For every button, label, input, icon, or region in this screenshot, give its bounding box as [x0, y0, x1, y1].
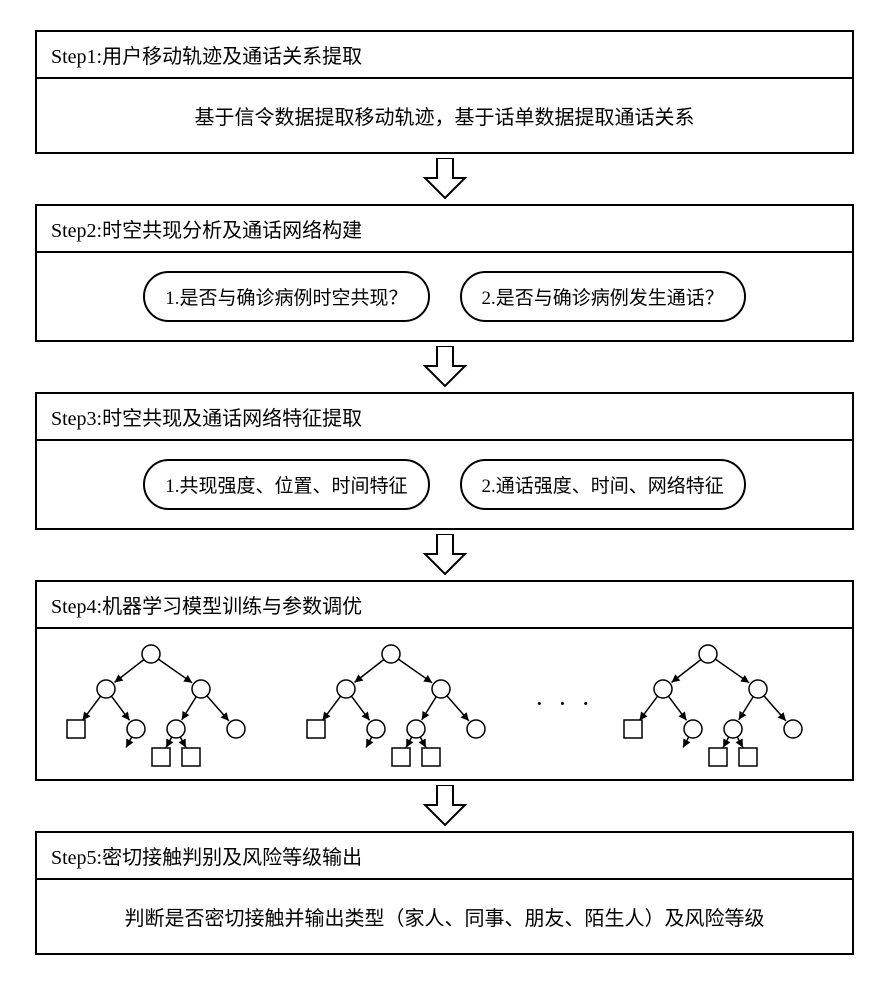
arrow-2 — [35, 346, 854, 388]
step5-content: 判断是否密切接触并输出类型（家人、同事、朋友、陌生人）及风险等级 — [37, 880, 852, 953]
step3-box: Step3:时空共现及通话网络特征提取 1.共现强度、位置、时间特征 2.通话强… — [35, 392, 854, 530]
step4-box: Step4:机器学习模型训练与参数调优 · · · — [35, 580, 854, 781]
tree-2 — [291, 639, 521, 769]
step2-box: Step2:时空共现分析及通话网络构建 1.是否与确诊病例时空共现？ 2.是否与… — [35, 204, 854, 342]
arrow-1 — [35, 158, 854, 200]
step2-title: Step2:时空共现分析及通话网络构建 — [37, 206, 852, 253]
tree-3 — [608, 639, 838, 769]
tree-1 — [51, 639, 281, 769]
step3-title: Step3:时空共现及通话网络特征提取 — [37, 394, 852, 441]
step1-title: Step1:用户移动轨迹及通话关系提取 — [37, 32, 852, 79]
step5-box: Step5:密切接触判别及风险等级输出 判断是否密切接触并输出类型（家人、同事、… — [35, 831, 854, 955]
step1-content: 基于信令数据提取移动轨迹，基于话单数据提取通话关系 — [37, 79, 852, 152]
step5-text: 判断是否密切接触并输出类型（家人、同事、朋友、陌生人）及风险等级 — [125, 902, 765, 931]
step4-title: Step4:机器学习模型训练与参数调优 — [37, 582, 852, 629]
step1-text: 基于信令数据提取移动轨迹，基于话单数据提取通话关系 — [195, 101, 695, 130]
step2-pill-2: 2.是否与确诊病例发生通话？ — [460, 271, 746, 322]
step2-pill-1: 1.是否与确诊病例时空共现？ — [143, 271, 429, 322]
arrow-3 — [35, 534, 854, 576]
step2-content: 1.是否与确诊病例时空共现？ 2.是否与确诊病例发生通话？ — [37, 253, 852, 340]
step3-content: 1.共现强度、位置、时间特征 2.通话强度、时间、网络特征 — [37, 441, 852, 528]
arrow-4 — [35, 785, 854, 827]
step5-title: Step5:密切接触判别及风险等级输出 — [37, 833, 852, 880]
step3-pill-1: 1.共现强度、位置、时间特征 — [143, 459, 429, 510]
step3-pill-2: 2.通话强度、时间、网络特征 — [460, 459, 746, 510]
step1-box: Step1:用户移动轨迹及通话关系提取 基于信令数据提取移动轨迹，基于话单数据提… — [35, 30, 854, 154]
trees-ellipsis: · · · — [531, 689, 598, 719]
step4-trees: · · · — [37, 629, 852, 779]
